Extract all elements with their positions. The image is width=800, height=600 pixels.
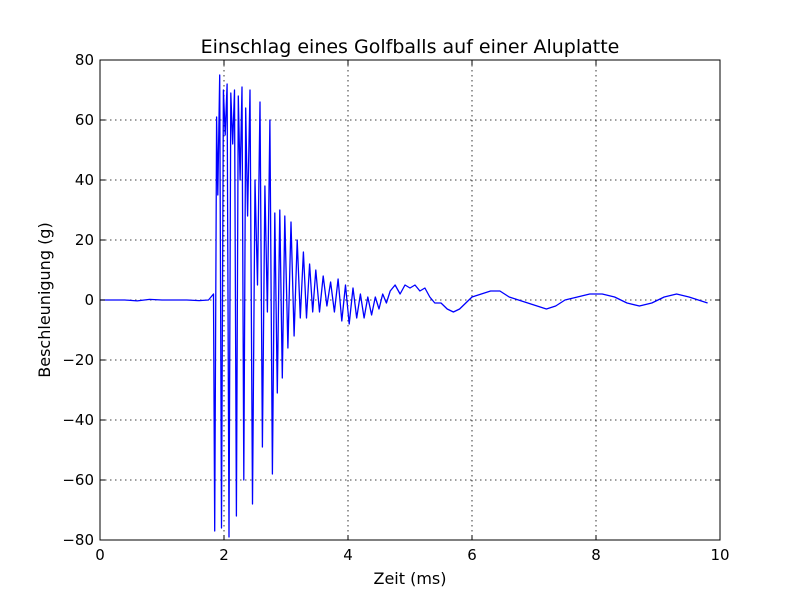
y-tick-label: −60 <box>62 471 94 489</box>
axis-ticks: 0 2 4 6 8 10 −80 −60 −40 −20 0 20 40 60 80 <box>62 51 729 564</box>
x-tick-label: 2 <box>219 546 229 564</box>
y-tick-label: −20 <box>62 351 94 369</box>
chart-title: Einschlag eines Golfballs auf einer Alup… <box>201 36 620 58</box>
y-tick-label: 80 <box>75 51 94 69</box>
y-tick-label: 0 <box>84 291 94 309</box>
y-tick-label: 20 <box>75 231 94 249</box>
x-tick-label: 10 <box>710 546 729 564</box>
y-tick-label: −40 <box>62 411 94 429</box>
x-tick-label: 0 <box>95 546 105 564</box>
y-axis-label: Beschleunigung (g) <box>35 222 54 377</box>
series-line <box>100 74 708 538</box>
plot-area <box>100 74 708 538</box>
y-tick-label: −80 <box>62 531 94 549</box>
y-tick-label: 40 <box>75 171 94 189</box>
x-tick-label: 6 <box>467 546 477 564</box>
x-axis-label: Zeit (ms) <box>373 569 446 588</box>
x-tick-label: 8 <box>591 546 601 564</box>
x-tick-label: 4 <box>343 546 353 564</box>
y-tick-label: 60 <box>75 111 94 129</box>
